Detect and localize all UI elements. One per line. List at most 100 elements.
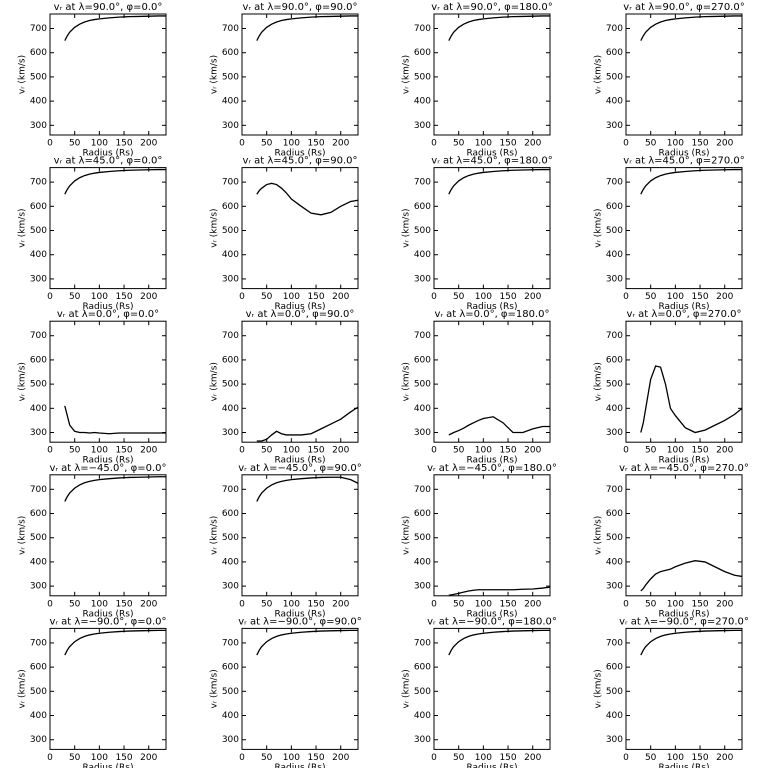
plot-frame — [241, 627, 359, 750]
x-tick-label: 100 — [475, 446, 492, 456]
x-axis-label: Radius (Rs) — [274, 302, 325, 312]
data-line — [448, 586, 551, 596]
y-axis-label: vᵣ (km/s) — [18, 208, 28, 247]
panel: vᵣ at λ=−90.0°, φ=0.0° 0 50 100 150 200 300 400… — [18, 616, 167, 768]
x-tick-label: 50 — [69, 446, 81, 456]
y-axis-label: vᵣ (km/s) — [402, 362, 412, 401]
y-tick-label: 500 — [414, 533, 431, 543]
x-tick-label: 150 — [691, 446, 708, 456]
panel: vᵣ at λ=45.0°, φ=180.0° 0 50 100 150 200 300 40… — [402, 156, 553, 313]
x-tick-label: 50 — [645, 599, 657, 609]
panel: vᵣ at λ=−45.0°, φ=180.0° 0 50 100 150 200 300 4… — [402, 463, 557, 620]
x-tick-label: 150 — [307, 292, 324, 302]
data-line — [256, 15, 358, 41]
panel-title: vᵣ at λ=0.0°, φ=180.0° — [434, 309, 549, 320]
plot-frame — [241, 474, 359, 597]
x-tick-label: 200 — [332, 139, 349, 149]
y-tick-label: 400 — [222, 250, 239, 260]
x-tick-label: 150 — [499, 446, 516, 456]
x-tick-label: 0 — [431, 599, 437, 609]
x-tick-label: 100 — [283, 599, 300, 609]
x-tick-label: 200 — [140, 292, 157, 302]
y-tick-label: 700 — [414, 485, 431, 495]
panel: vᵣ at λ=0.0°, φ=180.0° 0 50 100 150 200 300 400… — [402, 309, 551, 466]
y-tick-label: 300 — [414, 428, 431, 438]
x-tick-label: 200 — [140, 599, 157, 609]
x-tick-label: 100 — [667, 446, 684, 456]
x-tick-label: 200 — [716, 446, 733, 456]
x-tick-label: 0 — [239, 292, 245, 302]
y-tick-label: 300 — [414, 274, 431, 284]
x-tick-label: 200 — [332, 292, 349, 302]
y-axis-label: vᵣ (km/s) — [594, 669, 604, 708]
panel-title: vᵣ at λ=90.0°, φ=90.0° — [242, 2, 357, 13]
panel: vᵣ at λ=−45.0°, φ=270.0° 0 50 100 150 200 300 4… — [594, 463, 749, 620]
x-tick-label: 200 — [716, 599, 733, 609]
x-tick-label: 50 — [645, 139, 657, 149]
y-tick-label: 500 — [30, 380, 47, 390]
x-tick-label: 150 — [307, 139, 324, 149]
x-tick-label: 50 — [69, 139, 81, 149]
x-tick-label: 100 — [667, 599, 684, 609]
y-tick-label: 500 — [222, 226, 239, 236]
y-tick-label: 500 — [30, 533, 47, 543]
y-tick-label: 300 — [222, 274, 239, 284]
y-tick-label: 300 — [414, 735, 431, 745]
x-axis-label: Radius (Rs) — [82, 456, 133, 466]
panel-title: vᵣ at λ=−45.0°, φ=270.0° — [619, 463, 749, 474]
x-tick-label: 150 — [499, 139, 516, 149]
data-line — [64, 15, 166, 41]
x-tick-label: 150 — [307, 599, 324, 609]
plot-frame — [625, 167, 743, 290]
x-tick-label: 200 — [524, 753, 541, 763]
y-tick-label: 500 — [414, 687, 431, 697]
plot-frame — [625, 13, 743, 136]
panel-title: vᵣ at λ=0.0°, φ=0.0° — [57, 309, 159, 320]
y-tick-label: 700 — [222, 331, 239, 341]
plot-frame — [241, 167, 359, 290]
x-tick-label: 50 — [69, 753, 81, 763]
x-tick-label: 100 — [91, 753, 108, 763]
x-tick-label: 100 — [475, 292, 492, 302]
x-tick-label: 100 — [475, 139, 492, 149]
y-tick-label: 300 — [222, 735, 239, 745]
panel: vᵣ at λ=45.0°, φ=0.0° 0 50 100 150 200 300 400 5… — [18, 156, 167, 312]
x-tick-label: 0 — [431, 292, 437, 302]
x-tick-label: 50 — [453, 446, 465, 456]
panel: vᵣ at λ=90.0°, φ=270.0° 0 50 100 150 200 300 40… — [594, 2, 745, 159]
y-axis-label: vᵣ (km/s) — [210, 516, 220, 555]
y-tick-label: 400 — [414, 404, 431, 414]
y-tick-label: 400 — [30, 711, 47, 721]
x-tick-label: 50 — [453, 753, 465, 763]
x-tick-label: 200 — [332, 446, 349, 456]
y-tick-label: 400 — [606, 711, 623, 721]
plot-frame — [433, 13, 551, 136]
panel: vᵣ at λ=90.0°, φ=90.0° 0 50 100 150 200 300 400… — [210, 2, 359, 159]
plot-frame — [625, 474, 743, 597]
data-line — [256, 406, 359, 442]
data-line — [640, 365, 743, 434]
y-tick-label: 700 — [222, 24, 239, 34]
y-tick-label: 600 — [222, 202, 239, 212]
x-tick-label: 50 — [69, 292, 81, 302]
y-tick-label: 500 — [606, 226, 623, 236]
x-tick-label: 150 — [115, 753, 132, 763]
data-line — [256, 629, 358, 656]
x-tick-label: 150 — [115, 139, 132, 149]
x-tick-label: 200 — [524, 446, 541, 456]
y-tick-label: 300 — [222, 121, 239, 131]
y-tick-label: 700 — [414, 331, 431, 341]
x-tick-label: 100 — [91, 292, 108, 302]
x-axis-label: Radius (Rs) — [466, 609, 517, 619]
data-line — [448, 15, 550, 41]
x-tick-label: 200 — [140, 753, 157, 763]
x-tick-label: 50 — [261, 292, 273, 302]
data-line — [640, 15, 742, 41]
y-tick-label: 400 — [30, 97, 47, 107]
x-tick-label: 100 — [283, 292, 300, 302]
y-tick-label: 400 — [30, 404, 47, 414]
x-tick-label: 150 — [499, 292, 516, 302]
panel-title: vᵣ at λ=−90.0°, φ=0.0° — [49, 616, 166, 627]
